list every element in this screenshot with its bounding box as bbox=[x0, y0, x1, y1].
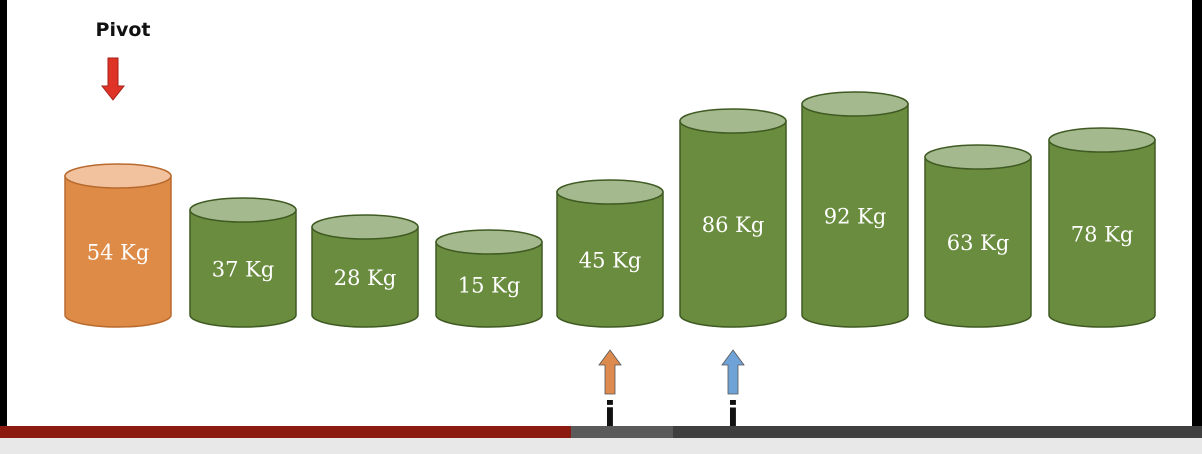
pivot-arrow-icon bbox=[100, 57, 126, 101]
cylinder-54kg: 54 Kg bbox=[64, 163, 172, 328]
cylinder-37kg: 37 Kg bbox=[189, 197, 297, 328]
cylinder-label: 15 Kg bbox=[458, 274, 521, 298]
cylinder-body bbox=[556, 191, 664, 328]
cylinder-top bbox=[311, 214, 419, 240]
cylinder-63kg: 63 Kg bbox=[924, 144, 1032, 328]
cylinder-label: 54 Kg bbox=[87, 241, 150, 265]
progress-played bbox=[0, 426, 571, 438]
pointer-label-j: j bbox=[604, 395, 616, 426]
player-control-strip bbox=[0, 438, 1202, 454]
cylinder-label: 28 Kg bbox=[334, 266, 397, 290]
cylinder-top bbox=[679, 108, 787, 134]
slide-canvas: 54 Kg 37 Kg 28 Kg 15 Kg 45 Kg 86 Kg 92 Kg 63 Kg… bbox=[7, 0, 1192, 426]
cylinder-15kg: 15 Kg bbox=[435, 229, 543, 328]
cylinder-label: 45 Kg bbox=[579, 249, 642, 273]
cylinder-78kg: 78 Kg bbox=[1048, 127, 1156, 328]
cylinder-body bbox=[924, 156, 1032, 328]
cylinder-92kg: 92 Kg bbox=[801, 91, 909, 328]
cylinder-top bbox=[189, 197, 297, 223]
cylinder-label: 37 Kg bbox=[212, 258, 275, 282]
pointer-label-i: i bbox=[727, 395, 739, 426]
cylinder-86kg: 86 Kg bbox=[679, 108, 787, 328]
cylinder-label: 86 Kg bbox=[702, 213, 765, 237]
cylinder-45kg: 45 Kg bbox=[556, 179, 664, 328]
cylinder-28kg: 28 Kg bbox=[311, 214, 419, 328]
progress-buffered bbox=[570, 426, 674, 438]
cylinder-body bbox=[64, 175, 172, 328]
cylinder-label: 78 Kg bbox=[1071, 223, 1134, 247]
pointer-arrow-i-icon bbox=[721, 349, 745, 395]
cylinder-top bbox=[924, 144, 1032, 170]
cylinder-label: 63 Kg bbox=[947, 231, 1010, 255]
pointer-arrow-j-icon bbox=[598, 349, 622, 395]
cylinder-body bbox=[435, 241, 543, 328]
cylinder-body bbox=[801, 103, 909, 328]
cylinder-body bbox=[311, 226, 419, 328]
cylinder-top bbox=[556, 179, 664, 205]
cylinder-diagram: 54 Kg 37 Kg 28 Kg 15 Kg 45 Kg 86 Kg 92 Kg 63 Kg… bbox=[64, 57, 1156, 395]
pivot-label: Pivot bbox=[95, 19, 151, 41]
cylinder-top bbox=[1048, 127, 1156, 153]
video-progress-bar[interactable] bbox=[0, 426, 1202, 438]
cylinder-top bbox=[64, 163, 172, 189]
cylinder-body bbox=[1048, 139, 1156, 328]
cylinder-top bbox=[435, 229, 543, 255]
cylinder-top bbox=[801, 91, 909, 117]
cylinder-label: 92 Kg bbox=[824, 205, 887, 229]
cylinder-body bbox=[679, 120, 787, 328]
cylinder-body bbox=[189, 209, 297, 328]
